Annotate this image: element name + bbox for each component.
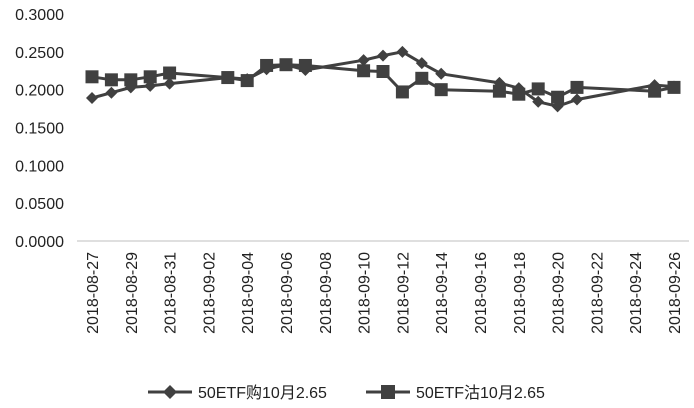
data-point-square xyxy=(395,85,409,99)
data-point-diamond xyxy=(377,49,389,62)
data-point-diamond xyxy=(357,54,370,67)
plot-area xyxy=(85,45,681,113)
data-point-square xyxy=(85,70,99,84)
x-axis-tick-labels: 2018-08-27 2018-08-29 2018-08-31 2018-09-02… xyxy=(85,252,684,334)
data-point-square xyxy=(415,71,429,85)
legend-item-put: 50ETF沽10月2.65 xyxy=(366,384,545,402)
data-point-square xyxy=(260,58,274,72)
data-point-square xyxy=(143,70,157,84)
legend-square-marker-icon xyxy=(381,385,395,399)
data-point-square xyxy=(104,73,118,87)
x-tick-label: 2018-09-06 xyxy=(279,252,296,334)
x-tick-label: 2018-09-14 xyxy=(434,252,451,334)
data-point-diamond xyxy=(163,77,176,90)
data-point-square xyxy=(124,73,138,87)
data-point-square xyxy=(221,71,235,85)
x-tick-label: 2018-09-24 xyxy=(628,252,645,334)
y-tick-label: 0.1500 xyxy=(15,121,64,138)
data-point-diamond xyxy=(86,91,98,104)
y-tick-label: 0.0500 xyxy=(15,196,64,213)
x-tick-label: 2018-09-02 xyxy=(201,252,218,334)
x-tick-label: 2018-09-18 xyxy=(512,252,529,334)
data-point-square xyxy=(357,64,371,78)
series-line xyxy=(91,50,675,108)
x-tick-label: 2018-08-31 xyxy=(163,252,180,334)
data-point-square xyxy=(298,58,312,72)
y-tick-label: 0.1000 xyxy=(15,158,64,175)
data-point-square xyxy=(667,80,681,94)
legend-diamond-marker-icon xyxy=(163,385,177,399)
x-tick-label: 2018-09-26 xyxy=(667,252,684,334)
data-point-square xyxy=(163,66,177,80)
y-axis-tick-labels: 0.0000 0.0500 0.1000 0.1500 0.2000 0.2500 0.30… xyxy=(15,7,64,251)
data-point-diamond xyxy=(571,93,583,106)
x-tick-label: 2018-09-10 xyxy=(357,252,374,334)
data-point-square xyxy=(570,80,584,94)
x-tick-label: 2018-09-16 xyxy=(473,252,490,334)
data-point-square xyxy=(492,84,506,98)
series-line xyxy=(91,63,675,99)
y-tick-label: 0.2000 xyxy=(15,83,64,100)
y-tick-label: 0.0000 xyxy=(15,234,64,251)
x-tick-label: 2018-09-22 xyxy=(589,252,606,334)
x-tick-label: 2018-09-08 xyxy=(318,252,335,334)
x-tick-label: 2018-08-27 xyxy=(85,252,102,334)
legend-label-put: 50ETF沽10月2.65 xyxy=(416,384,545,402)
data-point-square xyxy=(434,83,448,97)
x-tick-label: 2018-09-04 xyxy=(240,252,257,334)
x-tick-label: 2018-09-20 xyxy=(551,252,568,334)
y-tick-label: 0.2500 xyxy=(15,45,64,62)
data-point-diamond xyxy=(415,57,428,70)
data-point-square xyxy=(551,90,565,104)
x-tick-label: 2018-08-29 xyxy=(124,252,141,334)
data-point-diamond xyxy=(532,95,545,108)
legend-label-call: 50ETF购10月2.65 xyxy=(198,384,327,402)
data-point-square xyxy=(376,65,390,79)
legend-item-call: 50ETF购10月2.65 xyxy=(148,384,327,402)
data-point-square xyxy=(279,58,293,72)
data-point-diamond xyxy=(105,86,118,99)
data-point-diamond xyxy=(396,45,409,58)
y-tick-label: 0.3000 xyxy=(15,7,64,24)
data-point-square xyxy=(648,84,662,98)
data-point-square xyxy=(512,87,526,101)
x-tick-label: 2018-09-12 xyxy=(395,252,412,334)
data-point-square xyxy=(531,82,545,96)
legend: 50ETF购10月2.65 50ETF沽10月2.65 xyxy=(148,384,545,402)
data-point-square xyxy=(240,74,254,88)
data-point-diamond xyxy=(435,67,448,80)
